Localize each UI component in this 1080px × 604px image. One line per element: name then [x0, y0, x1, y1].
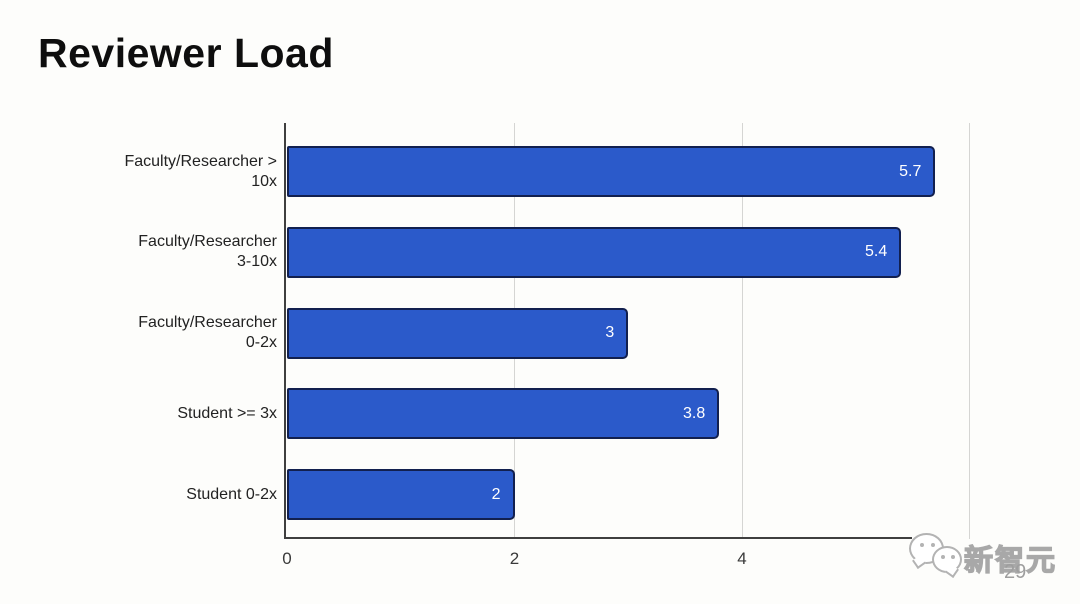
- bar-value-label: 5.4: [865, 243, 888, 261]
- watermark: 新智元: [905, 529, 1058, 591]
- gridline-x-6: [969, 123, 970, 539]
- bubble-eye-icon: [941, 555, 945, 559]
- bubble-eye-icon: [920, 543, 924, 547]
- x-axis-line: [284, 537, 912, 539]
- watermark-brand-text: 新智元: [963, 544, 1058, 577]
- category-label: Faculty/Researcher 0-2x: [138, 314, 277, 351]
- bar-value-label: 3: [605, 324, 615, 341]
- bar-value-label: 5.7: [899, 162, 922, 180]
- category-label: Student >= 3x: [177, 404, 277, 422]
- bar-0: 5.7: [287, 146, 936, 197]
- gridline-x-4: [741, 123, 743, 539]
- bubble-eye-icon: [931, 543, 935, 547]
- bubble-eye-icon: [951, 555, 955, 559]
- page-number: 29: [1004, 561, 1027, 583]
- y-axis-line: [284, 123, 286, 539]
- wechat-bubble-icon: [932, 546, 962, 573]
- category-label: Faculty/Researcher >10x: [124, 152, 277, 190]
- category-label: Student 0-2x: [186, 485, 277, 503]
- x-tick-label-4: 4: [737, 549, 747, 568]
- bar-value-label: 2: [491, 485, 501, 503]
- category-label: Faculty/Researcher 3-10x: [138, 233, 277, 271]
- bar-value-label: 3.8: [683, 404, 706, 422]
- x-tick-label-0: 0: [282, 549, 292, 568]
- x-tick-label-2: 2: [509, 549, 520, 568]
- bar-1: 5.4: [287, 226, 902, 278]
- bar-4: 2: [287, 469, 515, 520]
- page-title: Reviewer Load: [38, 30, 334, 76]
- bar-2: 3: [287, 307, 629, 359]
- bar-3: 3.8: [287, 388, 720, 440]
